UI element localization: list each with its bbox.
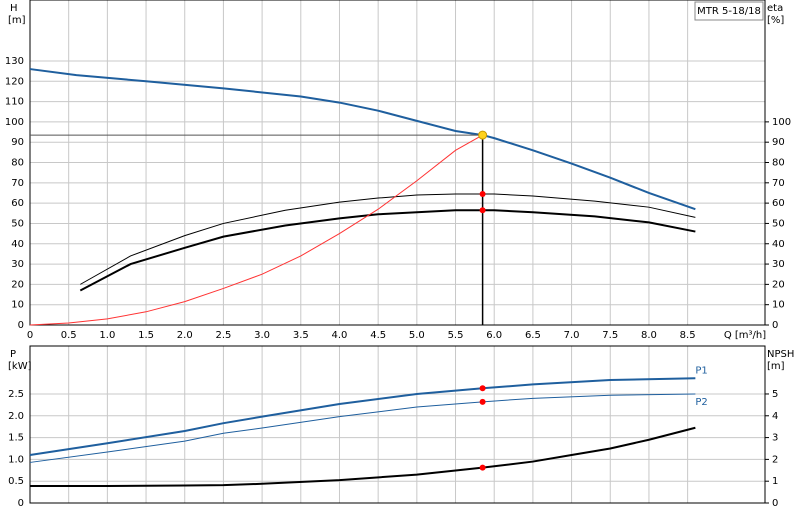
x-tick-label: 3.5 (293, 330, 309, 341)
x-tick-label: 2.0 (177, 330, 193, 341)
duty-point (479, 207, 486, 214)
plot-frame (29, 0, 766, 326)
y-axis-unit: [kW] (8, 361, 32, 372)
x-tick-label: 6.0 (486, 330, 502, 341)
x-tick-label: 2.5 (215, 330, 231, 341)
y-tick-label: 0.5 (8, 476, 24, 487)
y2-axis-label: eta (767, 3, 783, 14)
x-tick-label: 0 (27, 330, 33, 341)
x-axis-label: Q [m³/h] (724, 330, 766, 341)
y-axis-unit: [m] (8, 15, 26, 26)
y-tick-label: 100 (5, 117, 24, 128)
y2-tick-label: 30 (772, 259, 785, 270)
x-tick-label: 3.0 (254, 330, 270, 341)
x-tick-label: 5.5 (448, 330, 464, 341)
duty-point (478, 130, 488, 140)
y-tick-label: 0 (18, 498, 24, 509)
series-label: P2 (695, 397, 707, 408)
y-tick-label: 40 (11, 239, 24, 250)
y-axis-label: H (10, 3, 18, 14)
legend-box (694, 1, 764, 21)
y2-tick-label: 90 (772, 137, 785, 148)
y-tick-label: 60 (11, 198, 24, 209)
y-tick-label: 20 (11, 279, 24, 290)
x-tick-label: 6.5 (525, 330, 541, 341)
y2-tick-label: 60 (772, 198, 785, 209)
y2-axis-unit: [m] (767, 361, 785, 372)
y2-tick-label: 0 (772, 320, 778, 331)
y-tick-label: 90 (11, 137, 24, 148)
y2-tick-label: 10 (772, 300, 785, 311)
x-tick-label: 4.5 (370, 330, 386, 341)
x-tick-label: 8.5 (680, 330, 696, 341)
y-tick-label: 0 (18, 320, 24, 331)
y2-tick-label: 70 (772, 178, 785, 189)
plot-frame (29, 345, 766, 504)
y2-tick-label: 0 (772, 498, 778, 509)
y2-tick-label: 5 (772, 389, 778, 400)
series-line (80, 193, 696, 285)
plot-area (30, 346, 765, 503)
series-line (29, 134, 483, 326)
chart-title: MTR 5-18/18 (697, 6, 761, 17)
series-line (29, 393, 696, 463)
y2-tick-label: 3 (772, 433, 778, 444)
x-tick-label: 5.0 (409, 330, 425, 341)
y-tick-label: 1.5 (8, 433, 24, 444)
x-tick-label: 1.5 (138, 330, 154, 341)
y2-tick-label: 4 (772, 411, 778, 422)
y-tick-label: 10 (11, 300, 24, 311)
duty-point (479, 464, 486, 471)
y-tick-label: 50 (11, 218, 24, 229)
series-line (30, 426, 696, 487)
series-label: P1 (695, 365, 707, 376)
x-tick-label: 8.0 (641, 330, 657, 341)
series-line (29, 68, 696, 211)
y-tick-label: 2.0 (8, 411, 24, 422)
y2-tick-label: 1 (772, 476, 778, 487)
x-tick-label: 0.5 (61, 330, 77, 341)
y2-axis-unit: [%] (767, 15, 784, 26)
y-tick-label: 130 (5, 56, 24, 67)
y-tick-label: 70 (11, 178, 24, 189)
y-tick-label: 110 (5, 97, 24, 108)
series-line (79, 209, 696, 292)
y2-tick-label: 40 (772, 239, 785, 250)
x-tick-label: 4.0 (332, 330, 348, 341)
y2-tick-label: 50 (772, 218, 785, 229)
y-tick-label: 1.0 (8, 454, 24, 465)
x-tick-label: 7.0 (564, 330, 580, 341)
y2-tick-label: 20 (772, 279, 785, 290)
x-tick-label: 1.0 (99, 330, 115, 341)
x-tick-label: 7.5 (602, 330, 618, 341)
duty-point (479, 190, 486, 197)
duty-point (479, 385, 486, 392)
y-tick-label: 2.5 (8, 389, 24, 400)
y2-tick-label: 80 (772, 158, 785, 169)
y-axis-label: P (10, 349, 16, 360)
series-line (29, 377, 696, 457)
y2-tick-label: 2 (772, 454, 778, 465)
y-tick-label: 120 (5, 76, 24, 87)
y2-axis-label: NPSH (767, 349, 794, 360)
y-tick-label: 80 (11, 158, 24, 169)
y2-tick-label: 100 (772, 117, 791, 128)
y-tick-label: 30 (11, 259, 24, 270)
duty-point (479, 398, 486, 405)
